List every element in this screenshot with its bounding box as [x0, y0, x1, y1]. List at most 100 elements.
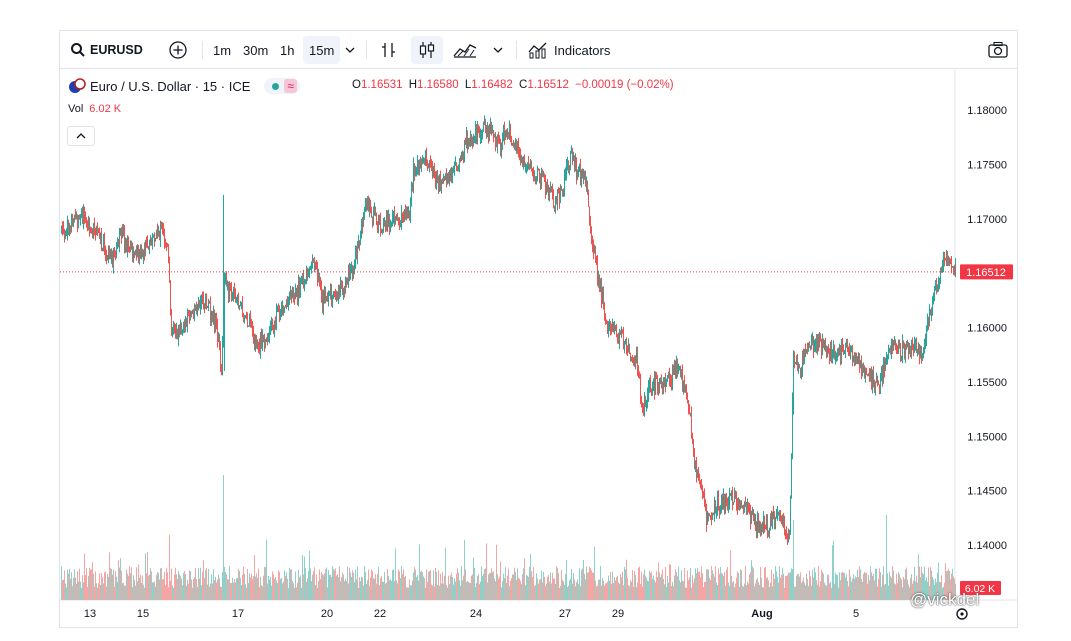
chevron-up-icon: [76, 133, 86, 139]
market-status[interactable]: ≈: [264, 78, 300, 94]
interval-30m[interactable]: 30m: [243, 42, 269, 58]
volume-bar: [435, 567, 436, 600]
volume-bar: [690, 567, 691, 600]
collapse-legend-button[interactable]: [67, 126, 95, 146]
volume-value: 6.02 K: [89, 103, 122, 115]
volume-bar: [360, 581, 361, 600]
volume-bar: [74, 569, 75, 600]
volume-bar: [557, 568, 558, 600]
x-tick-label: 22: [374, 608, 386, 620]
volume-bar: [67, 569, 68, 600]
volume-bar: [527, 575, 528, 600]
volume-bar: [255, 576, 256, 600]
interval-1m[interactable]: 1m: [213, 42, 232, 58]
volume-bar: [605, 583, 606, 600]
volume-bar: [418, 580, 419, 600]
volume-bar: [796, 575, 797, 600]
volume-bar: [671, 586, 672, 600]
volume-bar: [408, 587, 409, 600]
candles-chart-type-button[interactable]: [411, 36, 443, 64]
volume-bar: [326, 567, 327, 600]
volume-bar: [238, 569, 239, 600]
volume-bar: [865, 572, 866, 600]
chart-type-dropdown[interactable]: [492, 36, 504, 64]
volume-bar: [583, 559, 584, 600]
volume-bar: [952, 568, 953, 600]
area-chart-type-button[interactable]: [453, 36, 477, 64]
volume-bar: [547, 576, 548, 600]
volume-bar: [465, 569, 466, 600]
volume-bar: [503, 573, 504, 600]
volume-bar: [279, 572, 280, 600]
volume-bar: [268, 576, 269, 600]
volume-bar: [354, 582, 355, 600]
volume-bar: [670, 564, 671, 600]
volume-bar: [950, 579, 951, 600]
volume-bar: [130, 573, 131, 600]
volume-bar: [912, 583, 913, 600]
volume-bar: [496, 544, 497, 600]
x-tick-label: 29: [612, 608, 624, 620]
volume-bar: [336, 575, 337, 600]
volume-bar: [737, 571, 738, 600]
compare-button[interactable]: [168, 36, 188, 64]
volume-bar: [81, 587, 82, 600]
volume-bar: [620, 574, 621, 600]
volume-bar: [235, 582, 236, 600]
volume-bar: [834, 583, 835, 600]
volume-bar: [607, 581, 608, 600]
volume-bar: [71, 572, 72, 600]
volume-bar: [667, 575, 668, 600]
intervals-dropdown[interactable]: [344, 36, 356, 64]
interval-1h[interactable]: 1h: [280, 42, 295, 58]
volume-bar: [466, 582, 467, 600]
volume-bar: [518, 577, 519, 600]
volume-bar: [596, 586, 597, 600]
volume-bar: [450, 575, 451, 600]
volume-bar: [155, 586, 156, 600]
bar-chart-type-button[interactable]: [380, 36, 398, 64]
volume-bar: [682, 580, 683, 600]
volume-bar: [456, 573, 457, 600]
volume-bar: [764, 567, 765, 600]
volume-bar: [699, 571, 700, 600]
volume-bar: [236, 578, 237, 600]
volume-bar: [592, 572, 593, 600]
volume-bar: [311, 581, 312, 600]
volume-bar: [916, 575, 917, 600]
volume-bar: [608, 575, 609, 600]
volume-bar: [385, 583, 386, 600]
volume-bar: [904, 579, 905, 600]
volume-bar: [680, 582, 681, 600]
volume-bar: [449, 584, 450, 600]
volume-bar: [189, 570, 190, 600]
volume-bar: [365, 572, 366, 600]
volume-bar: [283, 581, 284, 600]
interval-15m[interactable]: 15m: [303, 36, 341, 64]
volume-bar: [106, 586, 107, 600]
volume-bar: [274, 578, 275, 600]
indicators-button[interactable]: Indicators: [528, 36, 610, 64]
volume-bar: [894, 583, 895, 600]
volume-bar: [821, 570, 822, 600]
volume-bar: [346, 581, 347, 600]
volume-bar: [566, 560, 567, 600]
volume-bar: [927, 581, 928, 600]
volume-bar: [601, 585, 602, 600]
volume-bar: [343, 574, 344, 600]
volume-bar: [577, 579, 578, 600]
symbol-search[interactable]: EURUSD: [70, 36, 143, 64]
settings-icon[interactable]: [956, 608, 968, 620]
y-tick-label: 1.17000: [967, 214, 1007, 226]
volume-bar: [507, 575, 508, 600]
volume-bar: [123, 582, 124, 600]
volume-bar: [940, 581, 941, 600]
volume-bar: [103, 583, 104, 600]
volume-bar: [366, 584, 367, 600]
volume-bar: [707, 569, 708, 600]
volume-bar: [474, 567, 475, 600]
volume-bar: [213, 569, 214, 600]
volume-bar: [780, 577, 781, 600]
snapshot-button[interactable]: [988, 36, 1008, 64]
